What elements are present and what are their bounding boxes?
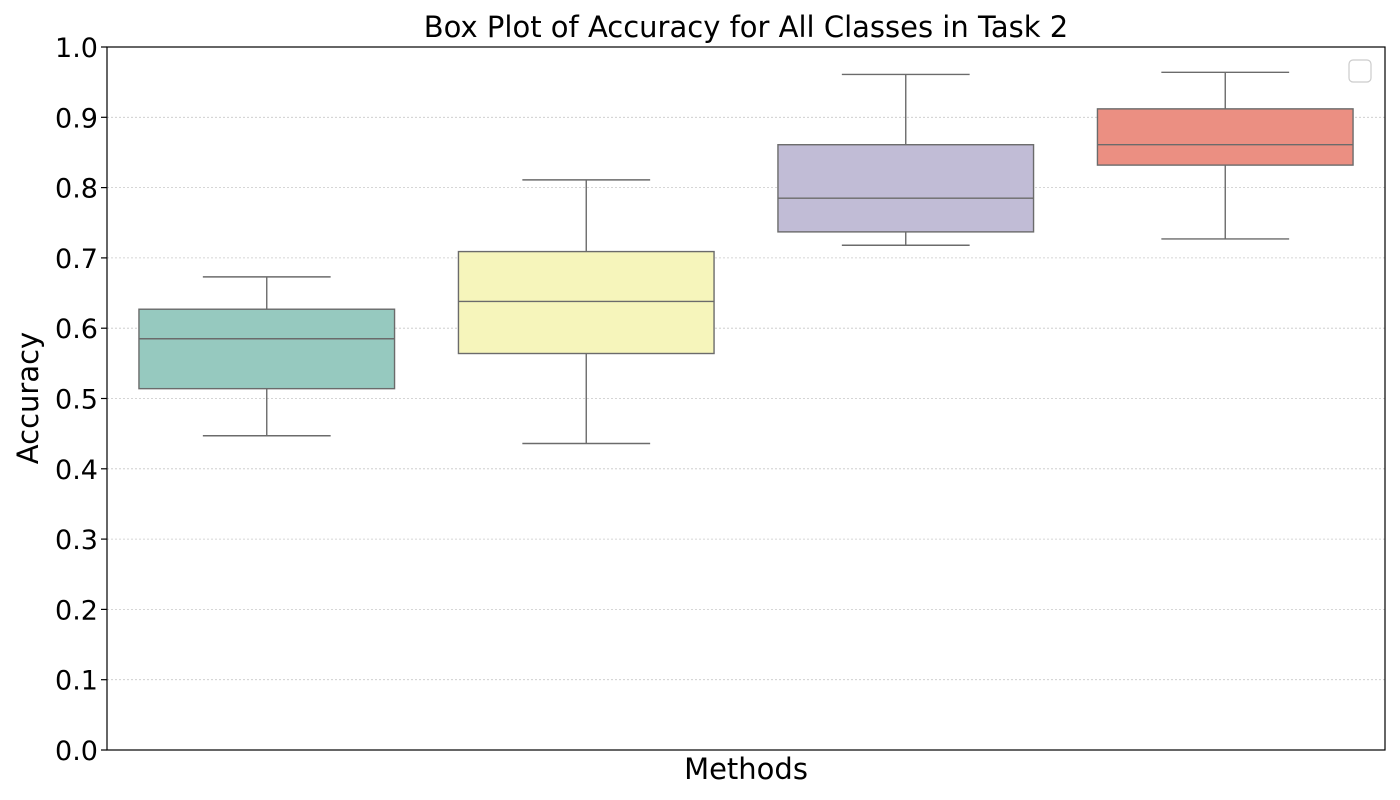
y-tick-label: 0.6: [55, 314, 98, 345]
iqr-box: [777, 144, 1035, 233]
box-group-4: [1096, 71, 1354, 240]
y-tick-label: 0.3: [55, 525, 98, 556]
y-tick-labels: 0.0 0.1 0.2 0.3 0.4 0.5 0.6 0.7 0.8 0.9 1.0: [55, 33, 107, 767]
y-tick-label: 1.0: [55, 33, 98, 64]
box-group-1: [138, 276, 396, 437]
gridlines: [107, 116, 1385, 681]
box-group-2: [457, 179, 715, 445]
y-tick-label: 0.5: [55, 385, 98, 416]
iqr-box: [138, 308, 396, 390]
plot-frame: [106, 46, 1386, 751]
y-tick-label: 0.2: [55, 595, 98, 626]
y-tick-label: 0.0: [55, 736, 98, 767]
y-tick-label: 0.1: [55, 666, 98, 697]
iqr-box: [1096, 108, 1354, 166]
chart-title: Box Plot of Accuracy for All Classes in …: [424, 10, 1068, 44]
y-axis-label: Accuracy: [11, 332, 45, 464]
legend[interactable]: [1348, 59, 1372, 83]
y-tick-label: 0.4: [55, 455, 98, 486]
y-tick-label: 0.7: [55, 244, 98, 275]
boxes: [138, 71, 1354, 445]
box-group-3: [777, 73, 1035, 246]
iqr-box: [457, 250, 715, 355]
y-tick-label: 0.8: [55, 174, 98, 205]
x-axis-label: Methods: [684, 752, 808, 786]
y-tick-label: 0.9: [55, 103, 98, 134]
